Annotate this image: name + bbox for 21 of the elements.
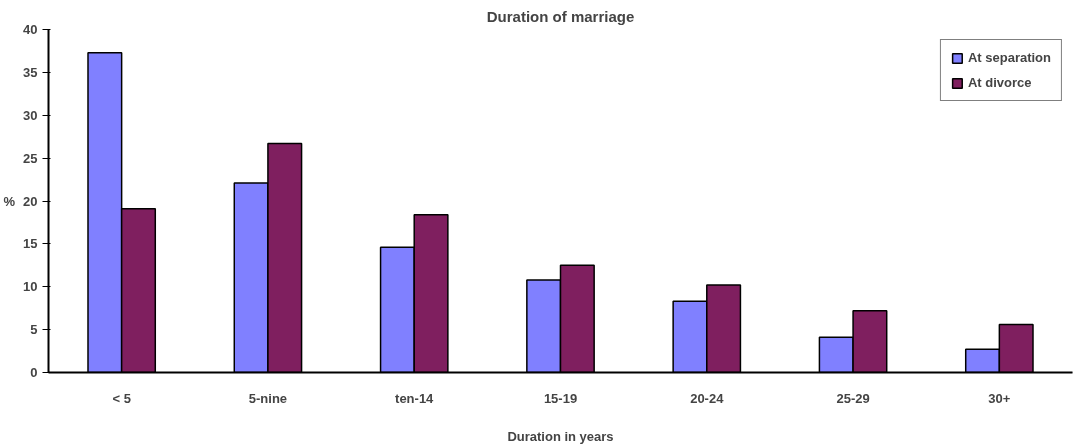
x-tick-label: 25-29 [836, 390, 870, 406]
y-tick-label: 5 [30, 322, 38, 338]
chart-title: Duration of marriage [486, 7, 635, 25]
y-tick-label: 0 [30, 365, 38, 380]
y-tick-label: 30 [23, 107, 38, 123]
x-tick-label: 30+ [988, 390, 1011, 406]
x-axis-title: Duration in years [507, 428, 614, 444]
x-tick-label: < 5 [112, 390, 131, 406]
y-tick-label: 10 [23, 279, 38, 295]
y-tick-label: 40 [23, 22, 38, 37]
legend-label: At divorce [967, 75, 1032, 90]
x-tick-label: 20-24 [690, 390, 725, 406]
x-tick-label: 5-nine [248, 390, 288, 406]
y-tick-label: 25 [23, 150, 38, 166]
y-axis-title: % [3, 193, 16, 209]
y-tick-label: 35 [23, 64, 38, 80]
y-tick-label: 15 [23, 236, 38, 252]
x-tick-label: 15-19 [543, 390, 578, 406]
y-tick-label: 20 [23, 193, 38, 209]
legend-label: At separation [967, 50, 1051, 65]
x-tick-label: ten-14 [395, 390, 435, 406]
